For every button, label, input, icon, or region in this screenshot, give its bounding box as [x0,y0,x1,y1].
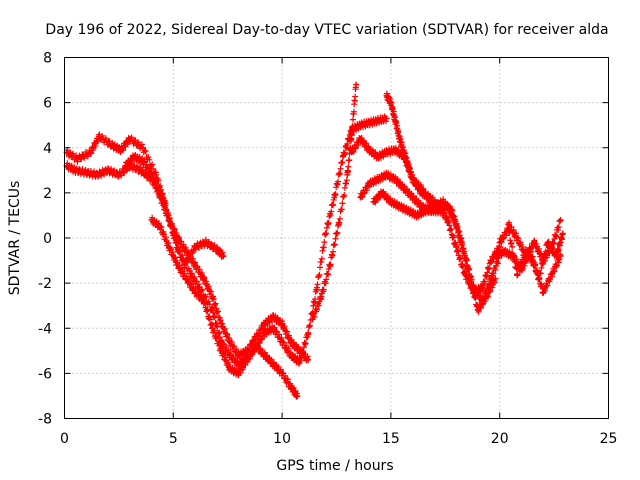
y-tick-label: -6 [38,366,52,382]
x-tick-label: 10 [273,431,291,447]
y-tick-label: -2 [38,276,52,292]
y-tick-label: -4 [38,321,52,337]
x-tick-label: 5 [169,431,178,447]
x-tick-label: 15 [382,431,400,447]
data-point [327,262,333,268]
y-axis-label: SDTVAR / TECUs [7,181,23,296]
chart: Day 196 of 2022, Sidereal Day-to-day VTE… [0,0,640,480]
series-markers [64,160,226,270]
x-tick-label: 20 [491,431,509,447]
y-tick-label: 6 [43,96,52,112]
series-markers [149,215,300,400]
series-track-4 [149,215,301,400]
data-point [323,230,329,236]
data-point [353,82,359,88]
series-track-2 [64,160,227,270]
x-tick-label: 25 [600,431,618,447]
x-tick-label: 0 [60,431,69,447]
y-tick-label: 0 [43,231,52,247]
y-tick-label: 2 [43,186,52,202]
data-layer [64,82,566,400]
series-track-1 [64,113,390,369]
y-tick-label: 8 [43,51,52,67]
y-tick-label: -8 [38,412,52,428]
series-markers [64,113,389,369]
chart-title: Day 196 of 2022, Sidereal Day-to-day VTE… [45,22,608,38]
grid-layer [65,58,609,419]
data-point [558,217,564,223]
y-tick-label: 4 [43,141,52,157]
x-axis-label: GPS time / hours [276,458,393,474]
